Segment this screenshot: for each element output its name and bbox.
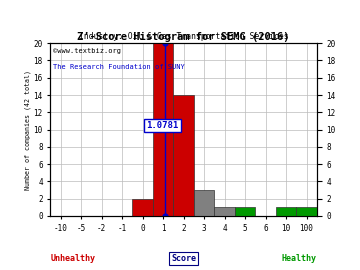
Bar xyxy=(235,207,255,216)
Bar xyxy=(276,207,296,216)
Text: The Research Foundation of SUNY: The Research Foundation of SUNY xyxy=(53,64,185,70)
Text: Unhealthy: Unhealthy xyxy=(50,254,95,263)
Bar xyxy=(214,207,235,216)
Text: ©www.textbiz.org: ©www.textbiz.org xyxy=(53,48,121,54)
Text: Industry: Oil & Gas Transportation Services: Industry: Oil & Gas Transportation Servi… xyxy=(79,32,288,42)
Bar xyxy=(153,43,174,216)
Text: 1.0781: 1.0781 xyxy=(147,121,179,130)
Y-axis label: Number of companies (42 total): Number of companies (42 total) xyxy=(24,70,31,190)
Bar xyxy=(194,190,214,216)
Bar xyxy=(174,95,194,216)
Bar xyxy=(296,207,317,216)
Text: Healthy: Healthy xyxy=(282,254,317,263)
Bar xyxy=(132,199,153,216)
Text: Score: Score xyxy=(171,254,196,263)
Title: Z’-Score Histogram for SEMG (2016): Z’-Score Histogram for SEMG (2016) xyxy=(77,32,290,42)
